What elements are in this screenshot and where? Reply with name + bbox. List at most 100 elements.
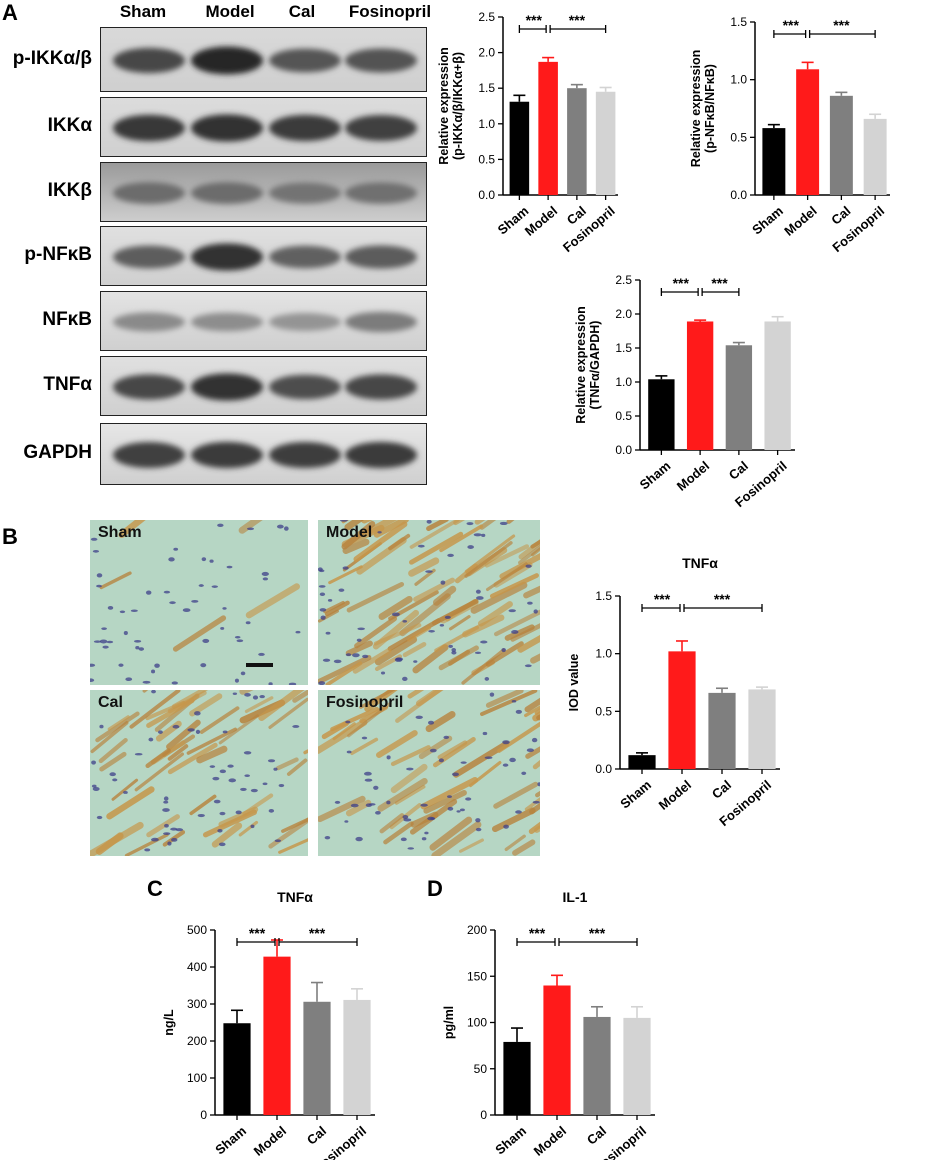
blot-band xyxy=(113,47,185,74)
bar-sham xyxy=(762,128,786,195)
bar-cal xyxy=(583,1016,611,1115)
x-tick-label: Model xyxy=(674,458,712,494)
blot-band xyxy=(113,114,185,142)
x-tick-label: Sham xyxy=(212,1123,249,1157)
y-tick-label: 500 xyxy=(187,923,207,937)
blot-band xyxy=(191,46,263,75)
significance-label: *** xyxy=(529,925,546,941)
y-tick-label: 1.5 xyxy=(730,15,747,29)
y-tick-label: 1.5 xyxy=(595,589,612,603)
y-tick-label: 1.0 xyxy=(730,73,747,87)
blot-band xyxy=(191,243,263,271)
bar-cal xyxy=(567,88,587,195)
x-tick-label: Cal xyxy=(304,1123,329,1147)
blot-strip xyxy=(100,356,427,416)
y-tick-label: 1.5 xyxy=(615,341,632,355)
micrograph-label-fosinopril: Fosinopril xyxy=(326,694,404,711)
blot-row-label: GAPDH xyxy=(23,442,92,463)
x-tick-label: Model xyxy=(781,203,819,239)
y-axis-label: Relative expression xyxy=(689,50,703,167)
significance-label: *** xyxy=(654,591,671,607)
x-tick-label: Sham xyxy=(492,1123,529,1157)
chart-title: TNFα xyxy=(277,889,313,905)
significance-label: *** xyxy=(783,17,800,33)
blot-row-label: p-IKKα/β xyxy=(12,47,92,69)
significance-label: *** xyxy=(569,12,586,28)
blot-strip xyxy=(100,423,427,485)
blot-band xyxy=(345,182,417,204)
chart-tnfa-iod: 0.0 0.5 1.0 1.5 IOD value TNFα Sham Model Cal Fos… xyxy=(560,555,820,829)
bar-model xyxy=(796,69,820,195)
significance-label: *** xyxy=(589,925,606,941)
blot-band xyxy=(345,48,417,73)
blot-row-label: IKKα xyxy=(47,115,92,136)
y-tick-label: 0.5 xyxy=(595,704,612,718)
y-tick-label: 400 xyxy=(187,960,207,974)
blot-strip xyxy=(100,162,427,222)
y-tick-label: 0 xyxy=(480,1108,487,1122)
blot-band xyxy=(113,442,185,468)
y-tick-label: 2.0 xyxy=(478,46,495,60)
lane-label-model: Model xyxy=(205,2,255,21)
blot-band xyxy=(345,311,417,333)
y-tick-label: 0.0 xyxy=(615,443,632,457)
bar-sham xyxy=(509,101,530,195)
panel-label-c: C xyxy=(147,876,163,901)
lane-label-sham: Sham xyxy=(119,2,167,21)
y-axis-label: pg/ml xyxy=(442,1006,456,1039)
significance-label: *** xyxy=(833,17,850,33)
blot-band xyxy=(345,374,417,400)
blot-band xyxy=(269,441,341,469)
chart-p-nfkb-ratio: 0.0 0.5 1.0 1.5 Relative expression (p-NFκB/N… xyxy=(689,0,934,255)
x-tick-label: Cal xyxy=(828,203,853,227)
bar-sham xyxy=(503,1041,531,1115)
panel-label-b: B xyxy=(2,524,18,549)
blot-band xyxy=(269,114,341,142)
blot-band xyxy=(345,245,417,269)
significance-label: *** xyxy=(249,925,266,941)
y-tick-label: 0.5 xyxy=(615,409,632,423)
x-tick-label: Model xyxy=(656,777,694,813)
bar-fosinopril xyxy=(863,118,887,195)
blot-band xyxy=(269,374,341,400)
micrograph-fosinopril: Fosinopril xyxy=(318,690,540,856)
blot-band xyxy=(191,441,263,469)
bar-sham xyxy=(628,755,656,769)
bar-model xyxy=(543,985,571,1115)
bar-fosinopril xyxy=(748,689,776,769)
panel-label-a: A xyxy=(2,0,18,25)
y-tick-label: 150 xyxy=(467,969,487,983)
x-tick-label: Model xyxy=(531,1123,569,1159)
y-tick-label: 2.5 xyxy=(478,10,495,24)
blot-strip xyxy=(100,27,427,92)
y-axis-label: Relative expression xyxy=(437,47,451,164)
x-tick-label: Model xyxy=(251,1123,289,1159)
micrograph-cal: Cal xyxy=(90,690,308,856)
chart-tnfa-gapdh: 0.0 0.5 1.0 1.5 2.0 2.5 Relative expression (TN… xyxy=(560,255,820,510)
y-axis-label: IOD value xyxy=(567,654,581,712)
y-axis-label: ng/L xyxy=(162,1009,176,1036)
blot-band xyxy=(345,441,417,469)
bar-model xyxy=(686,321,714,450)
blot-row-label: NFκB xyxy=(42,309,92,330)
y-axis-label: (p-IKKα/β/IKKα+β) xyxy=(451,52,465,160)
scale-bar xyxy=(246,663,273,667)
blot-row-label: p-NFκB xyxy=(24,244,92,265)
y-tick-label: 1.0 xyxy=(615,375,632,389)
significance-label: *** xyxy=(309,925,326,941)
blot-band xyxy=(113,374,185,400)
bar-model xyxy=(668,651,696,769)
x-tick-label: Model xyxy=(522,203,560,239)
y-tick-label: 50 xyxy=(474,1062,488,1076)
blot-band xyxy=(113,182,185,204)
bar-fosinopril xyxy=(623,1017,651,1115)
y-tick-label: 0 xyxy=(200,1108,207,1122)
blot-band xyxy=(345,115,417,141)
blot-strip xyxy=(100,226,427,286)
blot-band xyxy=(269,182,341,204)
bar-sham xyxy=(223,1023,251,1115)
y-tick-label: 100 xyxy=(467,1016,487,1030)
bar-cal xyxy=(725,345,753,450)
y-tick-label: 2.5 xyxy=(615,273,632,287)
blot-strip xyxy=(100,97,427,157)
